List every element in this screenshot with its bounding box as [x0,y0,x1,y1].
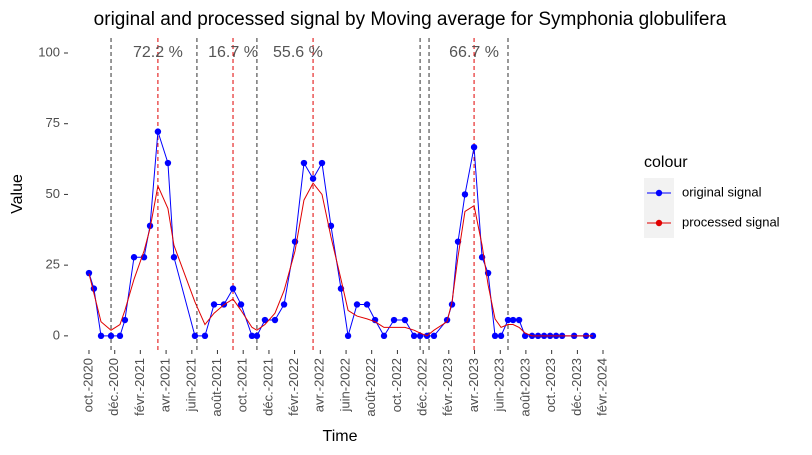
x-tick-label: déc.-2021 [260,358,275,416]
x-tick-label: déc.-2022 [415,358,430,416]
x-tick-label: oct.-2021 [235,358,250,412]
x-tick-label: déc.-2020 [106,358,121,416]
data-point [344,332,352,340]
data-point [170,254,178,261]
x-tick-label: juin-2022 [337,358,352,413]
y-axis-label: Value [9,174,26,214]
x-tick-label: févr.-2024 [594,358,609,416]
data-point [229,285,237,292]
x-tick-label: août-2023 [517,358,532,417]
data-point [390,316,398,324]
x-tick-label: oct.-2023 [543,358,558,412]
series-line [88,182,593,337]
x-tick-label: oct.-2022 [389,358,404,412]
x-tick-label: déc.-2023 [569,358,584,416]
x-tick-label: avr.-2022 [312,358,327,412]
data-point [416,332,424,340]
data-point [271,316,279,324]
data-point [504,316,512,324]
data-point [380,332,388,340]
data-point [491,332,499,340]
data-point [300,159,308,167]
x-tick-label: févr.-2023 [440,358,455,416]
data-point [261,316,269,324]
x-tick-label: févr.-2021 [132,358,147,416]
data-point [130,254,138,261]
data-point [191,332,199,340]
data-point [515,316,523,324]
annotation: 72.2 % [133,44,183,61]
data-point [497,332,505,340]
data-point [121,316,129,324]
x-tick-label: juin-2023 [492,358,507,413]
x-tick-label: avr.-2021 [158,358,173,412]
y-tick-label: 0 [53,327,60,342]
data-point [97,332,105,340]
legend-title: colour [644,154,688,171]
data-point [201,332,209,340]
x-tick-label: août-2022 [363,358,378,417]
y-tick-label: 100 [38,44,60,59]
annotation: 16.7 % [208,44,258,61]
y-tick-label: 75 [46,115,60,130]
data-point [116,332,124,340]
x-tick-label: févr.-2022 [286,358,301,416]
data-point [154,128,162,135]
data-point [280,301,288,308]
x-tick-label: oct.-2020 [80,358,95,412]
data-point [448,301,456,308]
data-point [461,191,469,198]
annotation: 55.6 % [273,44,323,61]
data-point [353,301,361,308]
data-point [470,143,478,151]
data-point [237,301,245,308]
data-point [401,316,409,324]
data-point [410,332,418,340]
legend-label: processed signal [682,214,780,229]
data-point [363,301,371,308]
y-tick-label: 25 [46,257,60,272]
chart-title: original and processed signal by Moving … [94,9,727,30]
data-point [107,332,115,340]
data-point [509,316,517,324]
x-axis-label: Time [323,428,358,445]
legend-label: original signal [682,184,762,199]
y-tick-label: 50 [46,186,60,201]
legend-marker [655,189,663,197]
x-tick-label: juin-2021 [183,358,198,413]
data-point [430,332,438,340]
data-point [253,332,261,340]
data-point [318,159,326,167]
series-line [88,131,593,337]
x-tick-label: août-2021 [209,358,224,417]
data-point [521,332,529,340]
data-point [210,301,218,308]
data-point [85,269,93,277]
annotation: 66.7 % [449,44,499,61]
data-point [248,332,256,340]
data-point [164,159,172,167]
data-point [309,175,317,182]
x-tick-label: avr.-2023 [466,358,481,412]
legend-marker [655,219,663,227]
